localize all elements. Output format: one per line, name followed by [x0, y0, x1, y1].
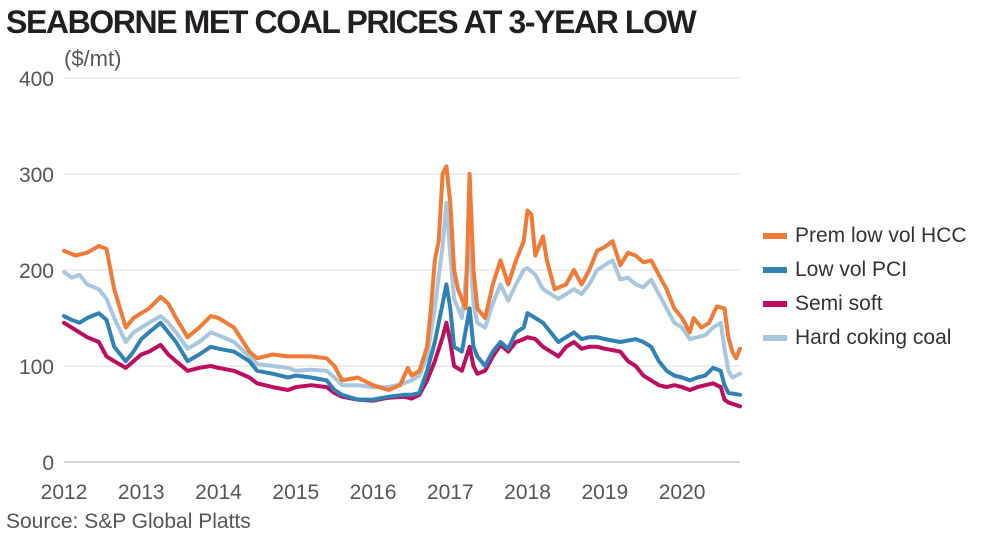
legend-swatch — [763, 267, 787, 273]
y-tick-label: 200 — [19, 260, 54, 283]
y-tick-label: 400 — [19, 68, 54, 91]
x-tick-label: 2020 — [659, 481, 706, 504]
x-tick-label: 2014 — [195, 481, 242, 504]
legend-label: Hard coking coal — [795, 326, 952, 349]
legend: Prem low vol HCC Low vol PCI Semi soft Hard… — [763, 219, 967, 355]
series-line-semi-soft — [62, 320, 742, 409]
series-line-prem-low-vol-hcc — [62, 164, 742, 392]
y-tick-label: 300 — [19, 164, 54, 187]
x-tick-label: 2019 — [581, 481, 628, 504]
source-note: Source: S&P Global Platts — [6, 510, 251, 533]
x-tick-label: 2012 — [41, 481, 88, 504]
legend-item: Semi soft — [763, 287, 967, 321]
legend-label: Semi soft — [795, 292, 883, 315]
legend-swatch — [763, 301, 787, 307]
y-tick-label: 100 — [19, 356, 54, 379]
y-tick-label: 0 — [42, 452, 54, 475]
x-tick-label: 2018 — [504, 481, 551, 504]
legend-item: Hard coking coal — [763, 321, 967, 355]
chart-title: SEABORNE MET COAL PRICES AT 3-YEAR LOW — [6, 4, 697, 40]
legend-swatch — [763, 335, 787, 341]
x-tick-label: 2015 — [272, 481, 319, 504]
legend-label: Prem low vol HCC — [795, 224, 967, 247]
legend-swatch — [763, 233, 787, 239]
x-tick-label: 2016 — [350, 481, 397, 504]
x-tick-label: 2017 — [427, 481, 474, 504]
legend-label: Low vol PCI — [795, 258, 908, 281]
legend-item: Prem low vol HCC — [763, 219, 967, 253]
series-line-hard-coking-coal — [62, 200, 742, 390]
series-line-low-vol-pci — [62, 282, 742, 402]
x-tick-label: 2013 — [118, 481, 165, 504]
y-axis-unit-label: ($/mt) — [64, 46, 122, 71]
legend-item: Low vol PCI — [763, 253, 967, 287]
